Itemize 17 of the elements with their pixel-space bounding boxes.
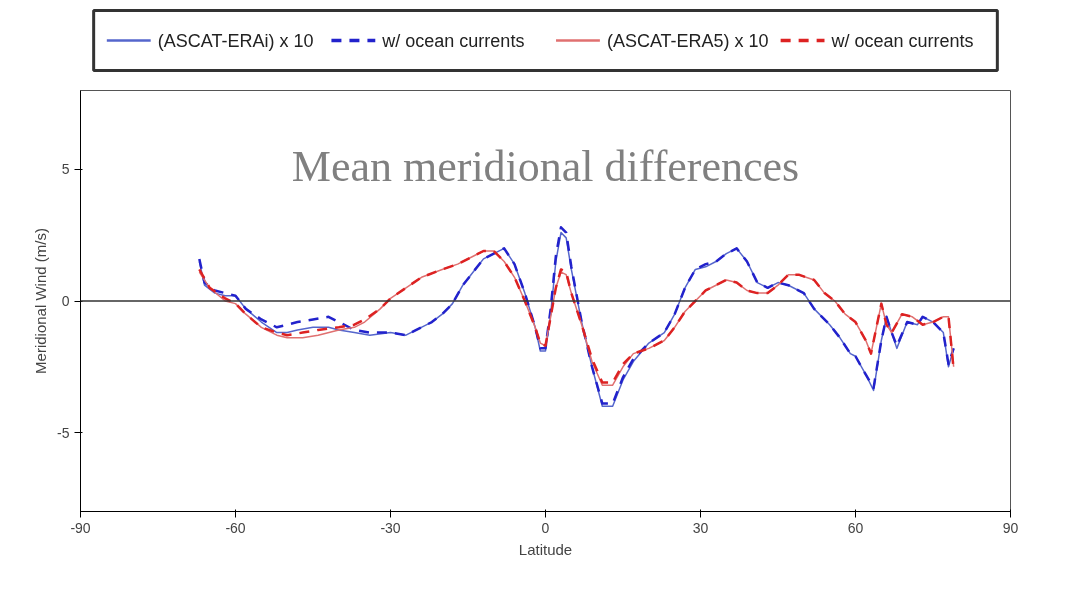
legend-label: (ASCAT-ERAi) x 10	[157, 30, 314, 51]
x-tick-label: -30	[380, 519, 401, 536]
x-axis-title: Latitude	[518, 540, 573, 558]
y-tick-label: 5	[61, 161, 70, 178]
y-axis-title: Meridional Wind (m/s)	[32, 228, 50, 374]
legend-label: (ASCAT-ERA5) x 10	[606, 30, 769, 51]
legend-label: w/ ocean currents	[830, 30, 974, 51]
x-tick-label: -60	[225, 519, 246, 536]
x-tick-label: 90	[1002, 519, 1019, 536]
x-tick-label: 30	[692, 519, 709, 536]
y-tick-label: -5	[57, 424, 70, 441]
x-tick-label: 60	[847, 519, 864, 536]
y-tick-label: 0	[61, 293, 70, 309]
legend-label: w/ ocean currents	[381, 30, 525, 51]
x-tick-label: -90	[70, 519, 91, 536]
text: Mean meridional differences	[291, 141, 800, 191]
x-tick-label: 0	[541, 519, 550, 536]
